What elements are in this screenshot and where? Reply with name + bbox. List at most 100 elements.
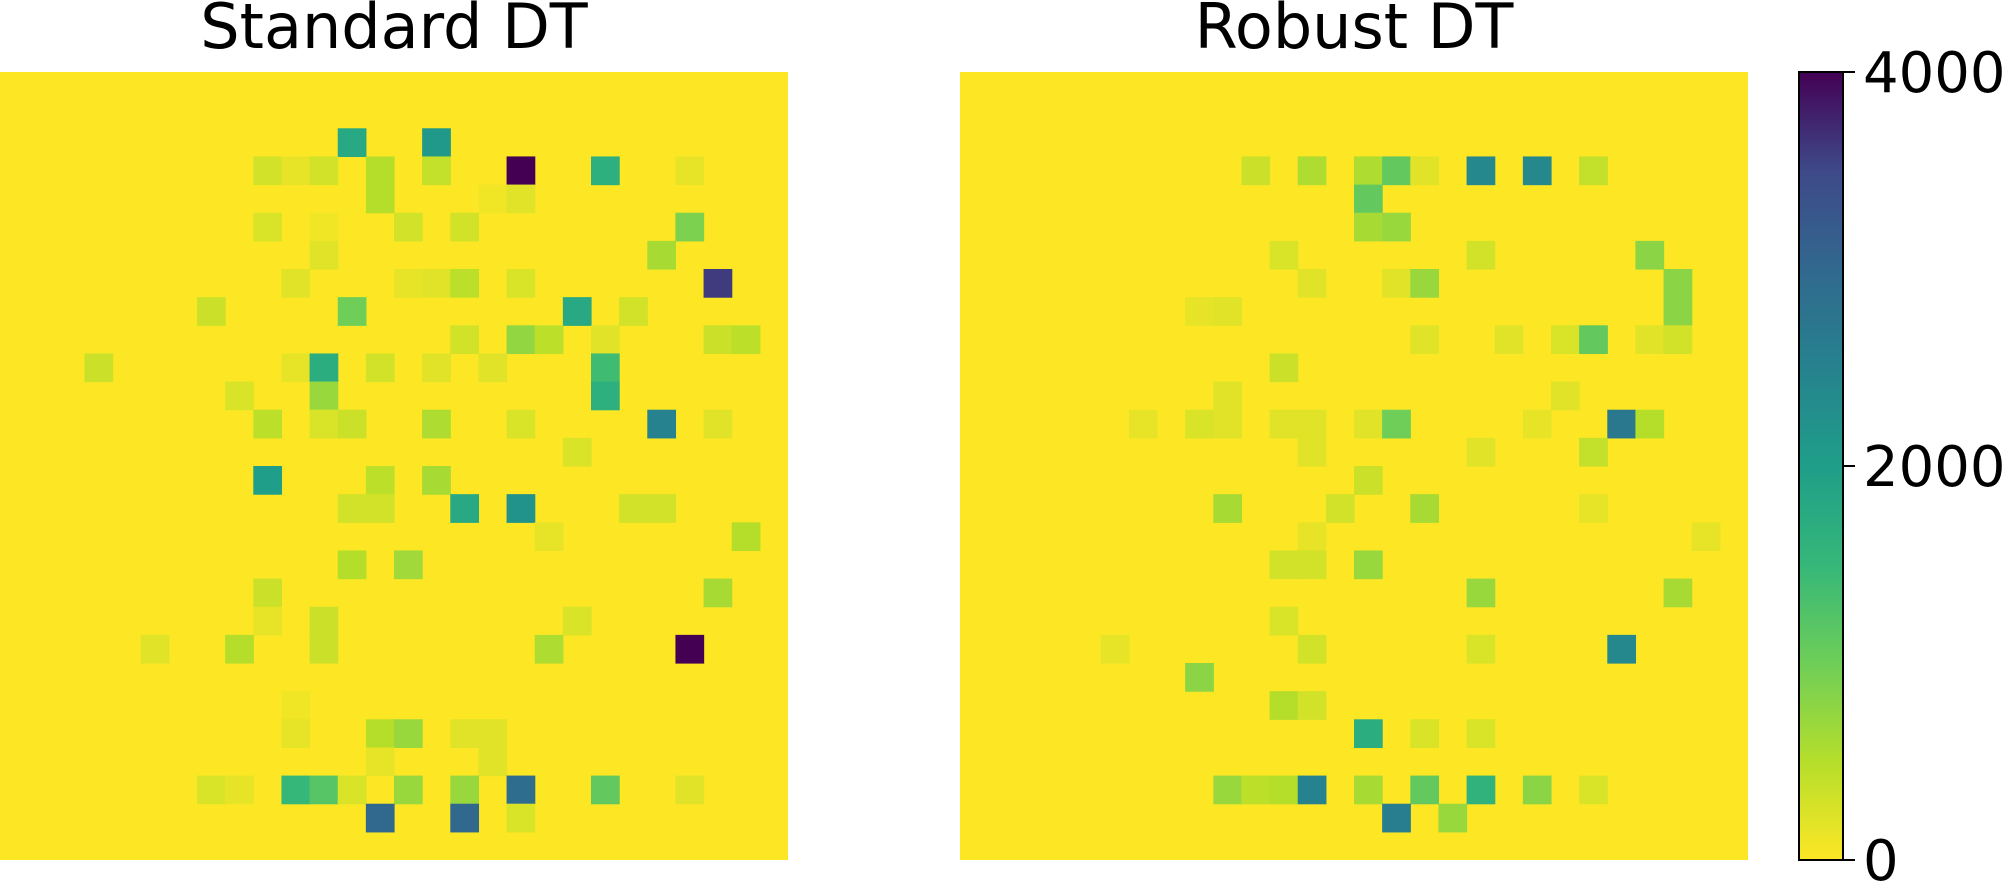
heatmap-cell bbox=[1269, 409, 1299, 439]
heatmap-cell bbox=[422, 409, 451, 439]
heatmap-cell bbox=[394, 212, 423, 242]
heatmap-cell bbox=[337, 297, 367, 326]
panel-title: Robust DT bbox=[1195, 0, 1515, 63]
heatmap-cell bbox=[1185, 663, 1214, 692]
heatmap-cell bbox=[1185, 297, 1214, 326]
heatmap-cell bbox=[281, 269, 311, 298]
heatmap-cell bbox=[619, 494, 648, 523]
heatmap-cell bbox=[647, 240, 677, 270]
heatmap-cell bbox=[450, 803, 480, 833]
heatmap-cell bbox=[1354, 466, 1383, 495]
heatmap-cell bbox=[1269, 353, 1299, 383]
heatmap-cell bbox=[1466, 578, 1496, 608]
heatmap-cell bbox=[1269, 691, 1299, 720]
heatmap-cell bbox=[1297, 634, 1327, 664]
heatmap-cell bbox=[253, 156, 283, 186]
heatmap-cell bbox=[1297, 775, 1327, 805]
heatmap-cell bbox=[365, 156, 395, 186]
heatmap-cell bbox=[703, 325, 733, 355]
heatmap-cell bbox=[591, 353, 620, 383]
heatmap-cell bbox=[1663, 325, 1693, 355]
heatmap-cell bbox=[1269, 606, 1299, 636]
heatmap-cell bbox=[197, 775, 226, 805]
heatmap-cell bbox=[506, 494, 536, 523]
heatmap-cell bbox=[731, 325, 761, 355]
heatmap-cell bbox=[591, 325, 620, 355]
heatmap-cell bbox=[506, 269, 536, 298]
heatmap-cell bbox=[562, 606, 592, 636]
heatmap-cell bbox=[1579, 437, 1608, 467]
heatmap-cell bbox=[1551, 325, 1580, 355]
heatmap-cell bbox=[337, 409, 367, 439]
panel-standard-dt: Standard DT bbox=[0, 0, 788, 860]
heatmap-cell bbox=[1410, 719, 1440, 749]
heatmap-cell bbox=[1100, 634, 1130, 664]
heatmap-cell bbox=[337, 775, 367, 805]
heatmap-cell bbox=[309, 775, 339, 805]
heatmap-cell bbox=[140, 634, 170, 664]
heatmap-cell bbox=[1354, 409, 1383, 439]
heatmap-cell bbox=[422, 156, 451, 186]
heatmap-cell bbox=[506, 184, 536, 214]
heatmap-cell bbox=[478, 719, 508, 749]
heatmap-cell bbox=[591, 156, 620, 186]
heatmap-cell bbox=[478, 747, 508, 777]
heatmap-cell bbox=[365, 353, 395, 383]
heatmap-cell bbox=[1579, 325, 1608, 355]
heatmap-cell bbox=[1663, 297, 1693, 326]
heatmap-cell bbox=[1325, 494, 1355, 523]
heatmap-cell bbox=[506, 803, 536, 833]
heatmap-cell bbox=[337, 494, 367, 523]
heatmap-cell bbox=[394, 269, 423, 298]
heatmap-cell bbox=[1382, 156, 1411, 186]
heatmap-cell bbox=[1382, 269, 1411, 298]
heatmap-cell bbox=[1579, 494, 1608, 523]
heatmap-cell bbox=[675, 775, 705, 805]
heatmap-cell bbox=[1522, 775, 1552, 805]
heatmap-cell bbox=[253, 409, 283, 439]
heatmap-cell bbox=[647, 409, 677, 439]
heatmap-cell bbox=[1522, 409, 1552, 439]
heatmap-cell bbox=[1635, 325, 1665, 355]
heatmap-cell bbox=[675, 634, 705, 664]
heatmap-cell bbox=[225, 634, 254, 664]
heatmap-cell bbox=[1410, 494, 1440, 523]
colorbar-tick-label: 2000 bbox=[1863, 435, 2006, 500]
heatmap-cell bbox=[309, 634, 339, 664]
heatmap-cell bbox=[1269, 550, 1299, 580]
heatmap-cell bbox=[534, 325, 564, 355]
heatmap-cell bbox=[534, 522, 564, 552]
heatmap-cell bbox=[1494, 325, 1524, 355]
heatmap-cell bbox=[1354, 184, 1383, 214]
heatmap-cell bbox=[1213, 494, 1243, 523]
heatmap-cell bbox=[1297, 409, 1327, 439]
heatmap-cell bbox=[394, 775, 423, 805]
heatmap-cell bbox=[1410, 156, 1440, 186]
heatmap-cell bbox=[1354, 550, 1383, 580]
heatmap-cell bbox=[225, 775, 254, 805]
heatmap-cell bbox=[1213, 297, 1243, 326]
colorbar-tick-label: 0 bbox=[1863, 829, 1899, 886]
colorbar-gradient bbox=[1798, 71, 1844, 861]
heatmap-cell bbox=[365, 494, 395, 523]
heatmap-cell bbox=[1297, 269, 1327, 298]
panel-title: Standard DT bbox=[200, 0, 589, 63]
heatmap-cell bbox=[1438, 803, 1468, 833]
heatmap-cell bbox=[1691, 522, 1721, 552]
heatmap-cell bbox=[281, 775, 311, 805]
heatmap-cell bbox=[1241, 775, 1271, 805]
heatmap-cell bbox=[422, 269, 451, 298]
heatmap-cell bbox=[506, 409, 536, 439]
heatmap-cell bbox=[703, 578, 733, 608]
heatmap-cell bbox=[309, 212, 339, 242]
heatmap-cell bbox=[281, 353, 311, 383]
heatmap-cell bbox=[1354, 719, 1383, 749]
heatmap-cell bbox=[1466, 240, 1496, 270]
heatmap-cell bbox=[365, 747, 395, 777]
heatmap-cell bbox=[1466, 634, 1496, 664]
heatmap-cell bbox=[1466, 775, 1496, 805]
heatmap-cell bbox=[1185, 409, 1214, 439]
heatmap-cell bbox=[1269, 775, 1299, 805]
heatmap-cell bbox=[1410, 325, 1440, 355]
